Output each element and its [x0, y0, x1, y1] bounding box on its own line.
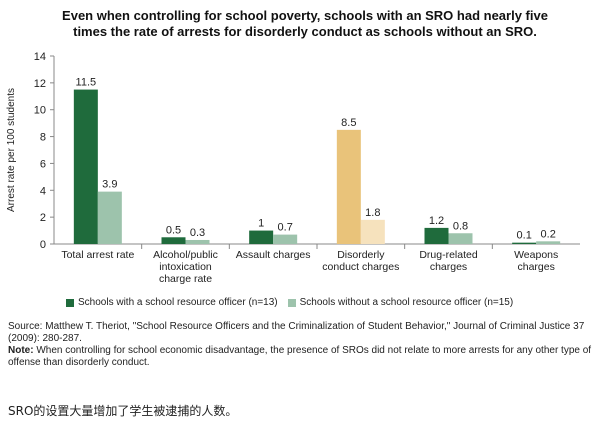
- chart-title: Even when controlling for school poverty…: [62, 8, 548, 39]
- source-text: Source: Matthew T. Theriot, "School Reso…: [8, 321, 585, 344]
- data-label: 0.3: [190, 227, 205, 239]
- x-tick-label: charges: [430, 261, 467, 273]
- data-label: 0.8: [453, 220, 468, 232]
- bar-without-sro: [97, 191, 122, 244]
- y-tick-label: 0: [40, 239, 46, 251]
- x-tick-label: conduct charges: [322, 261, 399, 273]
- legend-swatch-without-sro: [287, 298, 296, 307]
- y-tick-label: 14: [34, 51, 46, 63]
- data-label: 11.5: [76, 77, 97, 89]
- y-tick-label: 10: [34, 105, 46, 117]
- x-tick-label: Weapons: [514, 249, 558, 261]
- legend-swatch-with-sro: [66, 298, 74, 307]
- note-text: Note: When controlling for school econom…: [8, 345, 596, 369]
- bar-without-sro: [448, 233, 473, 244]
- y-tick-label: 2: [40, 212, 46, 224]
- legend-item-without-sro: Schools without a school resource office…: [287, 297, 514, 308]
- x-tick-label: Alcohol/public: [153, 249, 218, 261]
- legend-item-with-sro: Schools with a school resource officer (…: [66, 297, 278, 308]
- bar-with-sro: [336, 129, 361, 244]
- x-tick-label: charge rate: [159, 273, 212, 285]
- bar-with-sro: [512, 242, 537, 244]
- x-tick-label: Drug-related: [419, 249, 478, 261]
- note-body: When controlling for school economic dis…: [8, 345, 592, 368]
- data-label: 0.2: [541, 228, 556, 240]
- y-tick-label: 6: [40, 158, 46, 170]
- data-label: 3.9: [102, 179, 117, 191]
- source-note: Source: Matthew T. Theriot, "School Reso…: [8, 321, 596, 369]
- legend-label-with-sro: Schools with a school resource officer (…: [78, 297, 278, 308]
- y-axis-title: Arrest rate per 100 students: [6, 88, 17, 212]
- bar-chart: Arrest rate per 100 students 0 2 4 6 8 10 12 14 1…: [6, 51, 580, 285]
- chart-legend: Schools with a school resource officer (…: [66, 297, 513, 308]
- bar-with-sro: [73, 89, 98, 244]
- data-label: 1.2: [429, 215, 444, 227]
- bar-without-sro: [360, 219, 385, 244]
- image-caption: SRO的设置大量增加了学生被逮捕的人数。: [8, 404, 238, 418]
- bar-without-sro: [273, 234, 298, 244]
- bar-with-sro: [249, 230, 274, 244]
- x-tick-label: Assault charges: [236, 249, 311, 261]
- bar-with-sro: [424, 227, 449, 244]
- y-tick-label: 4: [40, 185, 46, 197]
- x-tick-label: Disorderly: [337, 249, 385, 261]
- data-label: 0.7: [278, 222, 293, 234]
- x-tick-label: Total arrest rate: [61, 249, 134, 261]
- data-label: 8.5: [341, 117, 356, 129]
- note-label: Note:: [8, 345, 34, 356]
- data-label: 1.8: [365, 207, 380, 219]
- legend-label-without-sro: Schools without a school resource office…: [299, 297, 514, 308]
- bar-with-sro: [161, 237, 186, 244]
- y-tick-label: 8: [40, 132, 46, 144]
- data-label: 0.1: [517, 230, 532, 242]
- x-tick-label: intoxication: [159, 261, 212, 273]
- x-tick-label: charges: [517, 261, 554, 273]
- bar-without-sro: [536, 241, 561, 244]
- data-label: 0.5: [166, 224, 181, 236]
- bar-without-sro: [185, 239, 210, 244]
- data-label: 1: [258, 218, 264, 230]
- y-tick-label: 12: [34, 78, 46, 90]
